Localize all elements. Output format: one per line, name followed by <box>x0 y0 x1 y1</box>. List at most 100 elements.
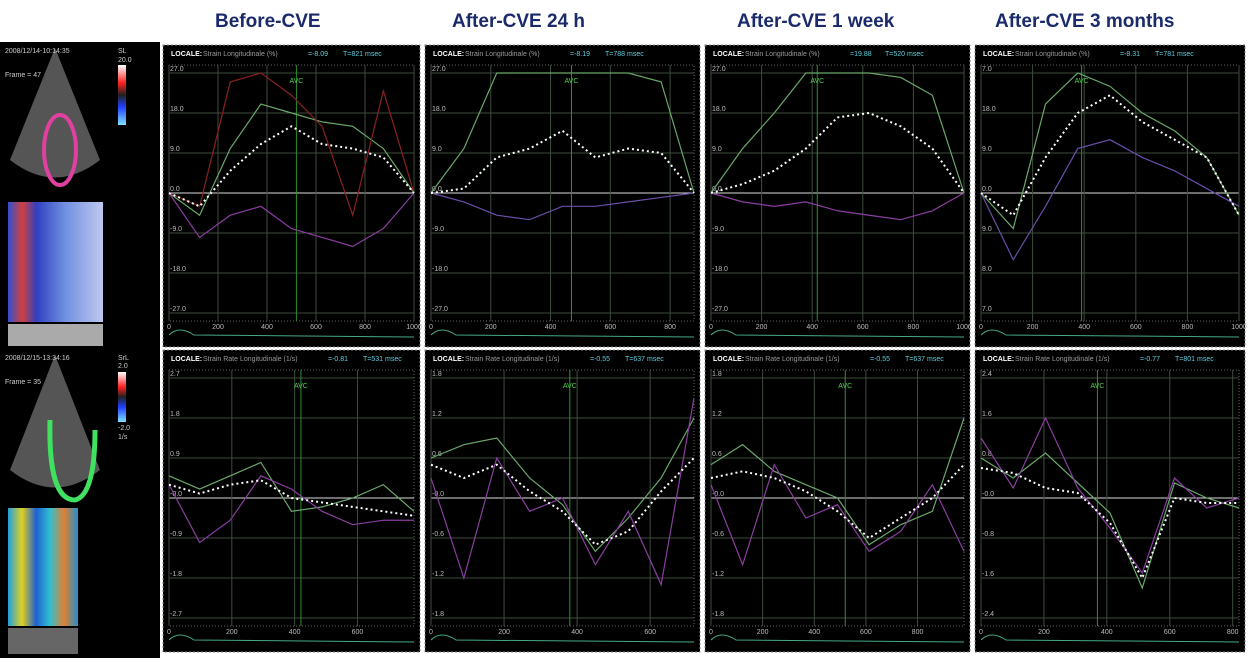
avc-label: AVC <box>289 78 303 85</box>
readout: =-8.19 <box>570 51 590 58</box>
panel <box>974 44 1246 348</box>
readout: =-0.81 <box>328 356 348 363</box>
measure-label: Strain Longitudinale (%) <box>203 51 278 58</box>
left-date: 2008/12/14-10:14:35 <box>5 48 70 55</box>
x-tick-label: 800 <box>908 324 920 331</box>
x-tick-label: 200 <box>757 629 769 636</box>
x-tick-label: 200 <box>756 324 768 331</box>
panel <box>424 349 701 653</box>
segment-curve <box>980 452 1240 590</box>
locale-label: LOCALE: <box>983 51 1014 58</box>
segment-curve <box>710 192 965 221</box>
y-tick-label: 0.0 <box>170 186 180 193</box>
left-unit: 1/s <box>118 434 128 441</box>
x-tick-label: 0 <box>709 324 713 331</box>
mean-curve <box>710 463 965 540</box>
y-tick-label: 18.0 <box>170 106 184 113</box>
measure-label: Strain Rate Longitudinale (1/s) <box>745 356 840 363</box>
x-tick-label: 200 <box>1038 629 1050 636</box>
y-tick-label: 1.6 <box>982 411 992 418</box>
locale-label: LOCALE: <box>171 356 202 363</box>
measure-label: Strain Rate Longitudinale (1/s) <box>203 356 298 363</box>
x-tick-label: 200 <box>226 629 238 636</box>
x-tick-label: 200 <box>212 324 224 331</box>
x-tick-label: 600 <box>857 324 869 331</box>
y-tick-label: -0.6 <box>712 531 724 538</box>
measure-label: Strain Longitudinale (%) <box>465 51 540 58</box>
locale-label: LOCALE: <box>171 51 202 58</box>
y-tick-label: 0.0 <box>712 186 722 193</box>
mean-curve <box>980 467 1239 581</box>
ecg-strip <box>710 329 965 338</box>
time-readout: T=637 msec <box>905 356 944 363</box>
y-tick-label: -18.0 <box>432 266 448 273</box>
left-mode: SL <box>118 48 127 55</box>
color-scale <box>118 65 126 125</box>
segment-curve <box>430 192 695 221</box>
x-tick-label: 1000 <box>1231 324 1247 331</box>
x-tick-label: 600 <box>860 629 872 636</box>
segment-curve <box>168 72 415 218</box>
ecg-strip <box>430 329 695 338</box>
y-tick-label: 27.0 <box>170 66 184 73</box>
segment-curve <box>710 72 965 194</box>
panel <box>704 349 971 653</box>
readout: =-0.55 <box>870 356 890 363</box>
segment-curve <box>710 463 965 567</box>
ecg-strip <box>168 329 415 338</box>
column-heading: Before-CVE <box>215 11 321 32</box>
x-tick-label: 200 <box>1027 324 1039 331</box>
x-tick-label: 400 <box>1078 324 1090 331</box>
time-readout: T=637 msec <box>625 356 664 363</box>
readout: =-0.55 <box>590 356 610 363</box>
x-tick-label: 600 <box>644 629 656 636</box>
y-tick-label: 1.8 <box>170 411 180 418</box>
measure-label: Strain Rate Longitudinale (1/s) <box>1015 356 1110 363</box>
panel <box>974 349 1246 653</box>
y-tick-label: 18.0 <box>982 106 996 113</box>
x-tick-label: 800 <box>1227 629 1239 636</box>
x-tick-label: 0 <box>429 324 433 331</box>
left-scale-top: 20.0 <box>118 57 132 64</box>
ecg-strip <box>430 634 695 643</box>
y-tick-label: -18.0 <box>170 266 186 273</box>
y-tick-label: 9.0 <box>170 146 180 153</box>
y-tick-label: 9.0 <box>982 226 992 233</box>
y-tick-label: 18.0 <box>712 106 726 113</box>
ecg-strip <box>168 634 415 643</box>
y-tick-label: 1.8 <box>432 371 442 378</box>
y-tick-label: 2.4 <box>982 371 992 378</box>
x-tick-label: 400 <box>571 629 583 636</box>
y-tick-label: -0.8 <box>982 531 994 538</box>
x-tick-label: 200 <box>498 629 510 636</box>
panel <box>162 349 421 653</box>
mean-curve <box>430 457 695 546</box>
y-tick-label: 9.0 <box>712 146 722 153</box>
avc-label: AVC <box>1090 383 1104 390</box>
x-tick-label: 600 <box>604 324 616 331</box>
mean-curve <box>710 111 965 194</box>
measure-label: Strain Longitudinale (%) <box>1015 51 1090 58</box>
x-tick-label: 0 <box>709 629 713 636</box>
x-tick-label: 1000 <box>406 324 422 331</box>
time-readout: T=801 msec <box>1175 356 1214 363</box>
avc-label: AVC <box>810 78 824 85</box>
x-tick-label: 0 <box>429 629 433 636</box>
segment-curve <box>168 192 415 247</box>
panel <box>424 44 701 348</box>
x-tick-label: 0 <box>167 629 171 636</box>
segment-curve <box>980 139 1240 261</box>
ecg-strip <box>980 329 1240 338</box>
y-tick-label: -27.0 <box>432 306 448 313</box>
y-tick-label: -27.0 <box>712 306 728 313</box>
segment-curve <box>980 416 1240 575</box>
readout: =-8.31 <box>1120 51 1140 58</box>
left-date: 2008/12/15-13:34:16 <box>5 355 70 362</box>
x-tick-label: 200 <box>485 324 497 331</box>
y-tick-label: -1.8 <box>170 571 182 578</box>
avc-label: AVC <box>563 383 577 390</box>
y-tick-label: -27.0 <box>170 306 186 313</box>
y-tick-label: -0.6 <box>432 531 444 538</box>
y-tick-label: 0.6 <box>712 451 722 458</box>
